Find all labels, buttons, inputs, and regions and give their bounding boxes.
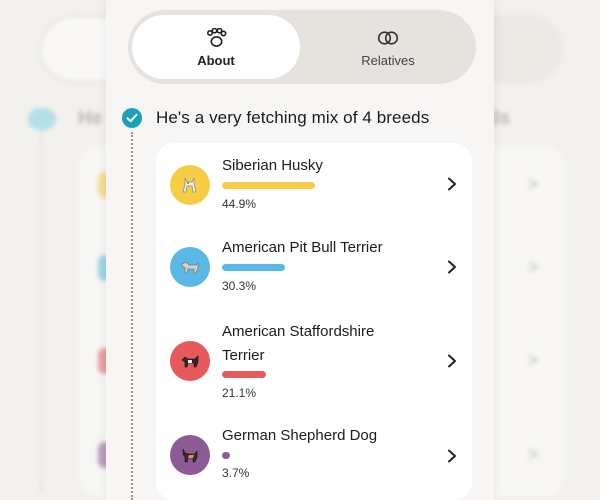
background-heading-left: He bbox=[78, 108, 103, 129]
breed-row-siberian-husky[interactable]: Siberian Husky 44.9% bbox=[156, 143, 472, 229]
tab-relatives-label: Relatives bbox=[361, 52, 415, 68]
breed-name: American Pit Bull Terrier bbox=[222, 239, 383, 256]
background-chevron-icon: > bbox=[528, 444, 539, 464]
tab-about[interactable]: About bbox=[132, 15, 300, 79]
breed-row-american-pit-bull-terrier[interactable]: American Pit Bull Terrier 30.3% bbox=[156, 229, 472, 315]
chevron-right-icon bbox=[448, 260, 456, 274]
breed-percent: 30.3% bbox=[222, 279, 257, 293]
breed-progress-bar bbox=[222, 182, 430, 189]
ancestry-panel: About Relatives He's a very fetching mix… bbox=[106, 0, 494, 500]
breed-progress-fill bbox=[222, 371, 266, 378]
breed-progress-bar bbox=[222, 452, 430, 459]
background-chevron-icon: > bbox=[528, 257, 539, 277]
breed-progress-bar bbox=[222, 371, 430, 378]
timeline-dotted-line bbox=[131, 132, 133, 500]
breed-progress-fill bbox=[222, 182, 316, 189]
breed-name-line2: Terrier bbox=[222, 347, 265, 364]
background-chevron-icon: > bbox=[528, 174, 539, 194]
breed-row-german-shepherd-dog[interactable]: German Shepherd Dog 3.7% bbox=[156, 415, 472, 500]
breed-progress-fill bbox=[222, 264, 286, 271]
breed-row-american-staffordshire-terrier[interactable]: American Staffordshire Terrier 21.1% bbox=[156, 315, 472, 415]
husky-icon bbox=[170, 165, 210, 205]
breed-percent: 21.1% bbox=[222, 386, 257, 400]
staffordshire-icon bbox=[170, 341, 210, 381]
breed-mix-heading: He's a very fetching mix of 4 breeds bbox=[156, 108, 430, 127]
chevron-right-icon bbox=[448, 354, 456, 368]
breed-list-card: Siberian Husky 44.9% American Pit Bull T… bbox=[156, 143, 472, 500]
rings-icon bbox=[377, 27, 399, 49]
background-check-icon bbox=[28, 108, 56, 130]
check-circle-icon bbox=[122, 108, 142, 128]
background-dotted-line bbox=[40, 132, 42, 492]
breed-name: Siberian Husky bbox=[222, 157, 323, 174]
pitbull-icon bbox=[170, 247, 210, 287]
breed-percent: 3.7% bbox=[222, 466, 250, 480]
paw-icon bbox=[205, 27, 227, 49]
breed-percent: 44.9% bbox=[222, 197, 257, 211]
chevron-right-icon bbox=[448, 449, 456, 463]
breed-name: American Staffordshire Terrier bbox=[222, 320, 432, 368]
tab-bar: About Relatives bbox=[128, 10, 476, 84]
shepherd-icon bbox=[170, 435, 210, 475]
breed-name: German Shepherd Dog bbox=[222, 427, 378, 444]
breed-name-line1: American Staffordshire bbox=[222, 323, 375, 340]
chevron-right-icon bbox=[448, 177, 456, 191]
tab-relatives[interactable]: Relatives bbox=[304, 15, 472, 79]
breed-progress-bar bbox=[222, 264, 430, 271]
tab-about-label: About bbox=[197, 52, 235, 68]
breed-progress-fill bbox=[222, 452, 230, 459]
background-chevron-icon: > bbox=[528, 350, 539, 370]
